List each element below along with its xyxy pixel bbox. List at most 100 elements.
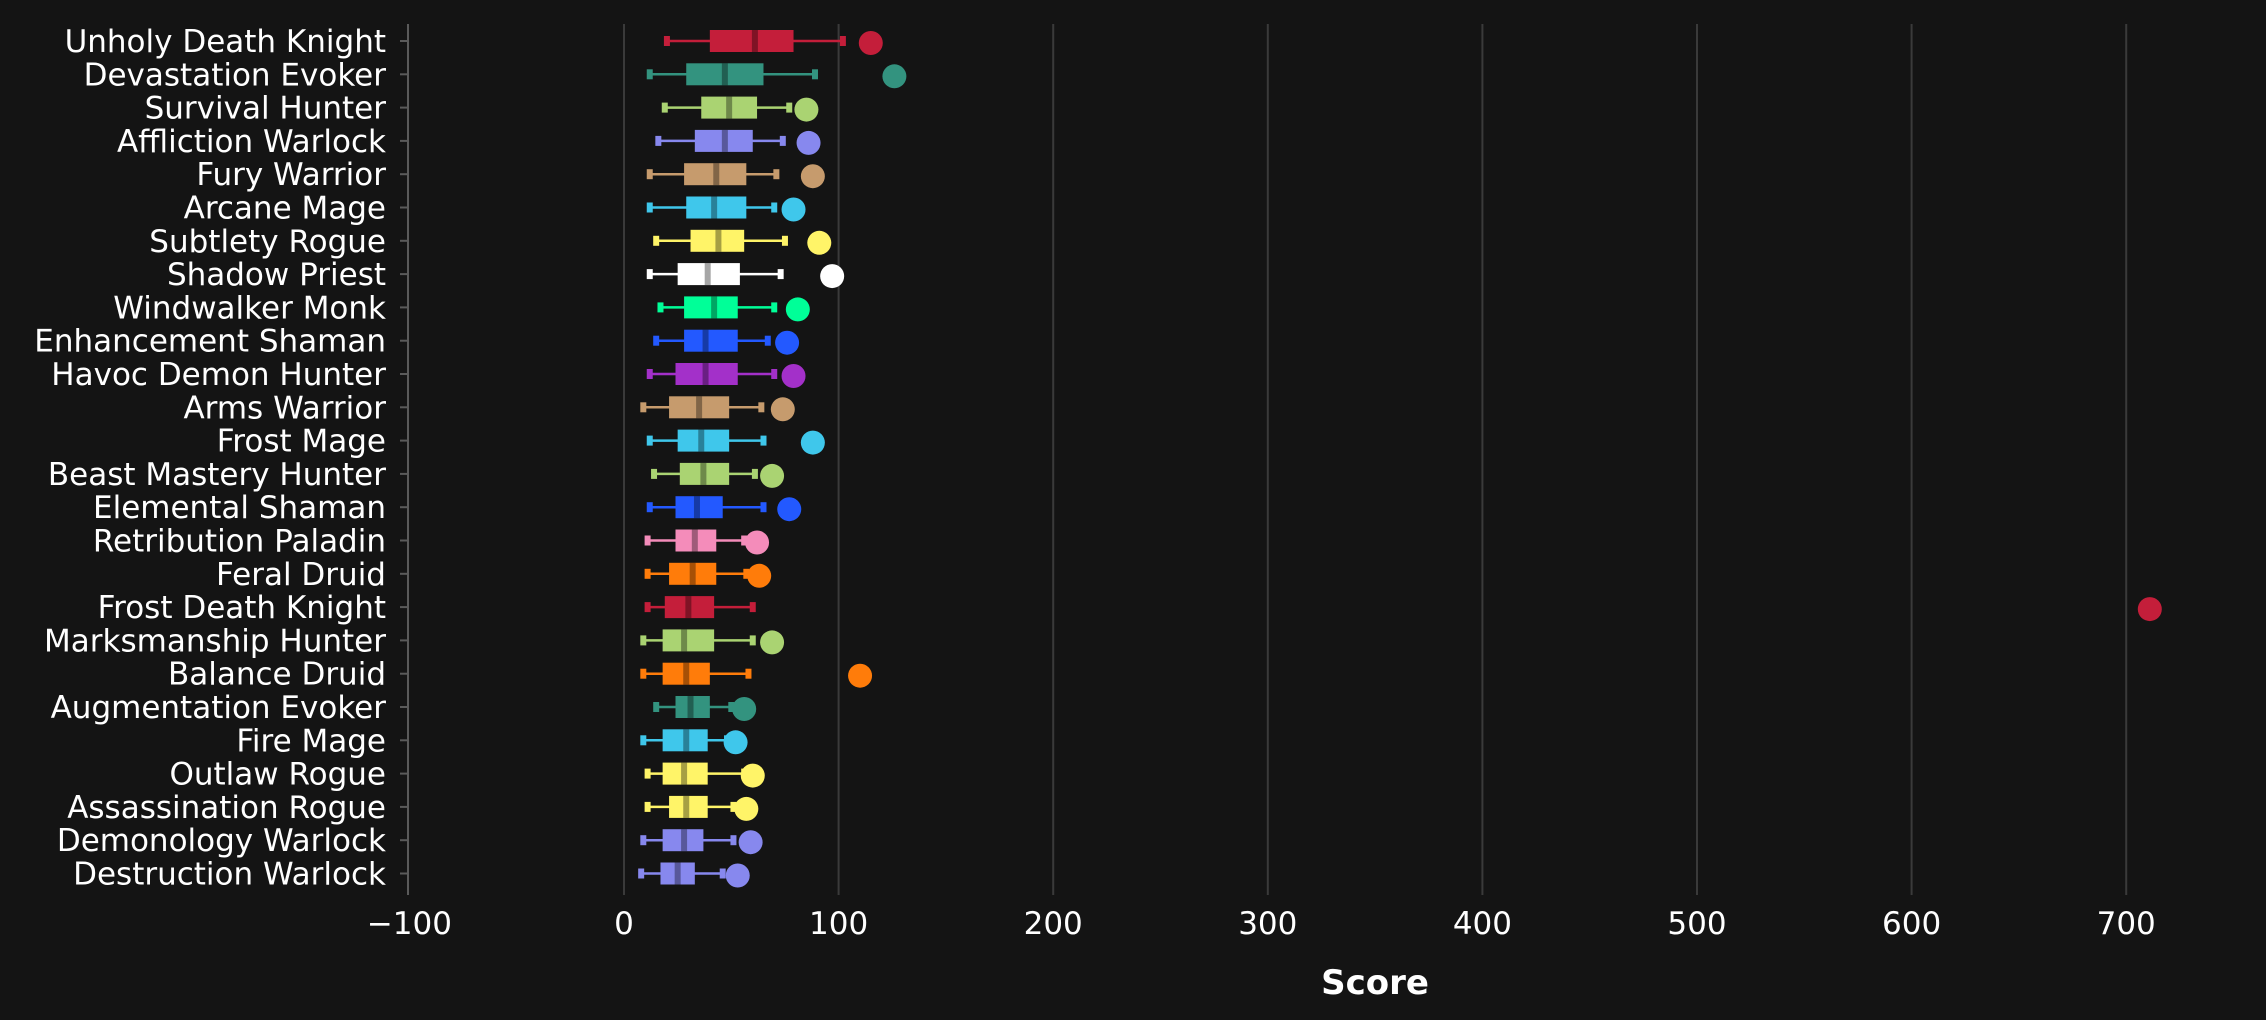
score-point xyxy=(745,530,770,555)
category-label: Frost Death Knight xyxy=(98,590,386,626)
series-row: Frost Death Knight xyxy=(98,590,2162,626)
score-point xyxy=(796,130,821,155)
iqr-box xyxy=(660,862,695,885)
median-mark xyxy=(715,229,722,252)
whisker-cap-low xyxy=(640,635,647,646)
series-row: Fury Warrior xyxy=(196,157,825,193)
median-mark xyxy=(681,629,688,652)
x-tick-label: 600 xyxy=(1882,906,1941,942)
whisker-cap-low xyxy=(661,102,668,113)
median-mark xyxy=(674,862,681,885)
category-label: Havoc Demon Hunter xyxy=(51,357,386,393)
score-point xyxy=(820,264,845,289)
whisker-cap-low xyxy=(638,868,645,879)
category-label: Assassination Rogue xyxy=(67,790,386,826)
category-label: Unholy Death Knight xyxy=(65,24,386,60)
category-label: Destruction Warlock xyxy=(73,857,386,893)
median-mark xyxy=(693,496,700,519)
whisker-cap-low xyxy=(646,369,653,379)
median-mark xyxy=(751,30,758,52)
category-label: Devastation Evoker xyxy=(84,57,387,93)
iqr-box xyxy=(669,795,708,818)
grid-lines xyxy=(623,24,2128,895)
whisker-cap-high xyxy=(777,269,784,280)
x-tick-label: 500 xyxy=(1667,906,1726,942)
score-point xyxy=(738,830,763,855)
iqr-box xyxy=(675,363,738,385)
category-label: Enhancement Shaman xyxy=(34,324,386,360)
series-row: Devastation Evoker xyxy=(84,57,907,93)
iqr-box xyxy=(662,629,715,652)
median-mark xyxy=(721,63,728,86)
median-mark xyxy=(726,96,733,119)
score-point xyxy=(807,230,832,255)
score-point xyxy=(770,397,795,422)
whisker-cap-low xyxy=(640,735,647,746)
whisker-cap-high xyxy=(751,468,758,479)
iqr-box xyxy=(684,296,738,319)
score-point xyxy=(775,330,800,355)
median-mark xyxy=(713,163,720,186)
category-label: Arms Warrior xyxy=(183,390,386,426)
iqr-box xyxy=(686,196,747,219)
whisker-cap-high xyxy=(745,668,752,679)
median-mark xyxy=(700,462,707,485)
x-tick-label: 100 xyxy=(809,906,868,942)
series-row: Survival Hunter xyxy=(145,91,819,127)
median-mark xyxy=(683,795,690,818)
x-axis-title: Score xyxy=(1321,963,1429,1003)
series-row: Outlaw Rogue xyxy=(169,757,765,793)
whisker-cap-high xyxy=(773,169,780,180)
whisker-cap-low xyxy=(653,235,660,246)
category-label: Survival Hunter xyxy=(145,91,387,127)
median-mark xyxy=(711,296,718,319)
x-axis-ticks: −100 0 100 200 300 400 500 600 700 xyxy=(367,906,2156,942)
series-row: Elemental Shaman xyxy=(93,490,802,526)
category-label: Balance Druid xyxy=(168,657,386,693)
x-tick-label: 0 xyxy=(614,906,634,942)
iqr-box xyxy=(686,63,764,86)
score-point xyxy=(785,297,810,322)
whisker-cap-high xyxy=(771,202,778,213)
iqr-box xyxy=(679,462,730,485)
whisker-cap-high xyxy=(730,835,737,846)
iqr-box xyxy=(709,30,794,52)
score-point xyxy=(781,364,806,388)
median-mark xyxy=(685,596,692,619)
whisker-cap-high xyxy=(786,102,793,113)
category-label: Feral Druid xyxy=(216,557,386,593)
series-row: Marksmanship Hunter xyxy=(44,623,785,659)
whisker-cap-high xyxy=(760,502,767,513)
category-label: Demonology Warlock xyxy=(57,823,386,859)
series-row: Destruction Warlock xyxy=(73,857,750,893)
whisker-cap-high xyxy=(743,568,750,579)
score-point xyxy=(725,863,750,888)
iqr-box xyxy=(690,229,745,252)
score-point xyxy=(800,430,825,455)
whisker-cap-low xyxy=(646,169,653,180)
iqr-box xyxy=(675,529,717,552)
score-point xyxy=(882,64,907,89)
whisker-cap-high xyxy=(781,235,788,246)
score-point xyxy=(794,97,819,122)
whisker-cap-low xyxy=(644,535,651,546)
whisker-cap-low xyxy=(646,69,653,80)
score-point xyxy=(723,730,748,755)
whisker-cap-high xyxy=(760,435,767,446)
score-point xyxy=(747,563,772,588)
score-point xyxy=(732,697,757,721)
whisker-cap-high xyxy=(749,602,756,613)
whisker-cap-low xyxy=(646,269,653,280)
score-point xyxy=(848,663,873,688)
category-label: Frost Mage xyxy=(217,424,386,460)
whisker-cap-high xyxy=(730,801,737,812)
iqr-box xyxy=(684,329,738,352)
category-label: Outlaw Rogue xyxy=(169,757,386,793)
whisker-cap-low xyxy=(653,335,660,346)
iqr-box xyxy=(669,396,730,419)
whisker-cap-high xyxy=(779,135,786,146)
category-label: Arcane Mage xyxy=(184,191,386,227)
series-row: Windwalker Monk xyxy=(113,290,810,326)
